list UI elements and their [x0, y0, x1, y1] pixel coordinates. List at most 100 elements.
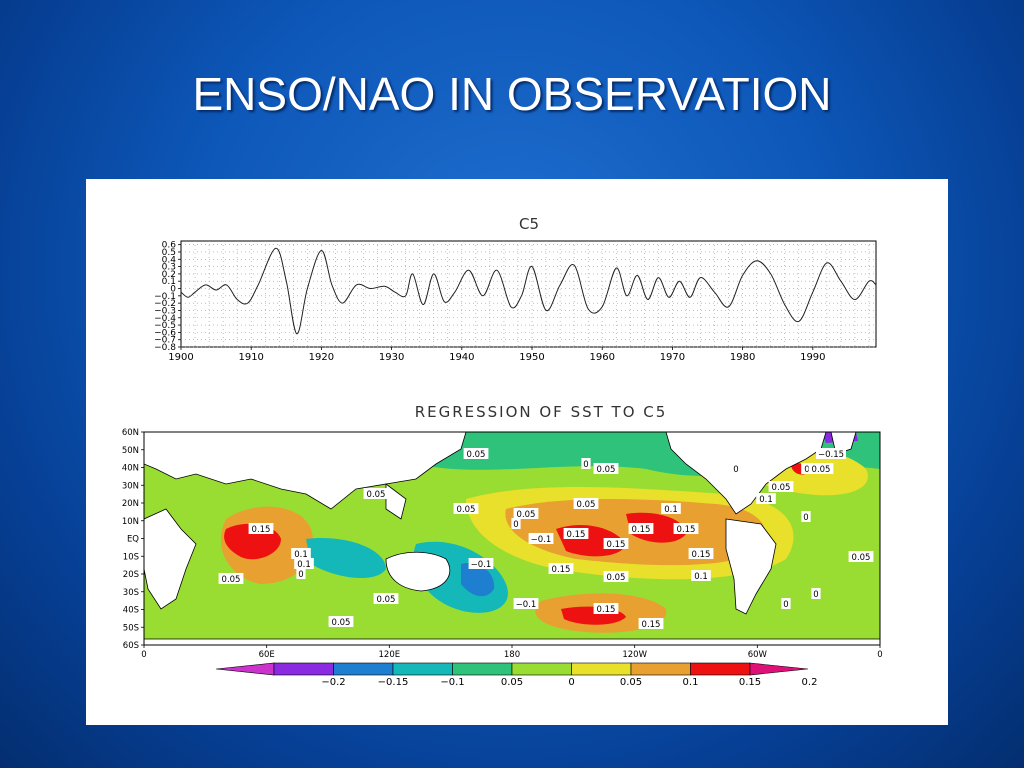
map-latitude-label: 60S [123, 641, 139, 651]
contour-label-text: 0 [513, 520, 518, 530]
contour-label: 0.05 [218, 573, 244, 585]
contour-label-text: 0.15 [642, 620, 661, 630]
line-chart-x-tick-label: 1950 [519, 352, 544, 363]
contour-label: −0.1 [528, 533, 554, 545]
line-chart-x-tick-label: 1930 [379, 352, 404, 363]
contour-label: 0.05 [463, 448, 489, 460]
contour-label: 0.05 [593, 463, 619, 475]
contour-label: 0.05 [768, 481, 794, 493]
contour-labels: 0.15 0.15 0.150.150.150.150.150.150.150.10… [218, 448, 874, 630]
contour-label-box [563, 528, 589, 539]
contour-label-text: 0 [583, 460, 588, 470]
colorbar-segment [511, 662, 572, 676]
contour-label-text: 0.15 [632, 525, 651, 535]
contour-label-text: −0.1 [516, 600, 537, 610]
line-chart-x-tick-label: 1990 [800, 352, 825, 363]
contour-label-text: 0.15 [677, 525, 696, 535]
contour-label: 0.1 [691, 570, 711, 582]
contour-label-box [291, 548, 311, 559]
contour-label: 0.15 [603, 538, 629, 550]
contour-label: 0.15 [563, 528, 589, 540]
contour-label-box [691, 570, 711, 581]
contour-label-box [513, 598, 539, 609]
contour-label: 0.05 [328, 616, 354, 628]
line-chart-x-tick-label: 1980 [730, 352, 755, 363]
land-australia [385, 551, 451, 592]
line-chart-title: C5 [519, 215, 539, 233]
line-chart-y-tick-label: 0.2 [162, 270, 176, 280]
line-chart-x-tick-label: 1960 [589, 352, 614, 363]
contour-label-box [548, 563, 574, 574]
contour-label: 0.05 [373, 593, 399, 605]
colorbar-segment [571, 662, 632, 676]
land-antarctica [144, 638, 880, 645]
contour-label-box [593, 463, 619, 474]
colorbar-label: 0.05 [620, 677, 642, 688]
contour-label-box [673, 523, 699, 534]
contour-label-box [781, 598, 791, 609]
slide-title: ENSO/NAO IN OBSERVATION [192, 68, 832, 120]
contour-label-text: 0 [298, 570, 303, 580]
contour-label-text: −0.15 [818, 450, 844, 460]
contour-label-box [468, 558, 494, 569]
contour-label: 0.05 [513, 508, 539, 520]
map-longitude-axis: 0 60E 120E 180 120W 60W 0 [141, 645, 883, 660]
map-latitude-label: 40N [122, 464, 139, 474]
land-africa [144, 508, 197, 610]
contour-label-text: 0.1 [759, 495, 773, 505]
map-title: REGRESSION OF SST TO C5 [415, 403, 668, 421]
line-chart-y-tick-label: 0.6 [162, 241, 177, 251]
contour-label: 0.05 [808, 463, 834, 475]
map-latitude-label: EQ [127, 535, 139, 545]
colorbar-segment [630, 662, 691, 676]
map-latitude-label: 40S [123, 606, 139, 616]
map-longitude-label: 120E [379, 650, 401, 660]
map-longitude-label: 60E [259, 650, 275, 660]
contour-label-box [638, 618, 664, 629]
line-chart-x-tick-label: 1920 [309, 352, 334, 363]
line-chart-y-tick-label: 0.4 [162, 255, 177, 265]
colorbar-label: 0.05 [501, 677, 523, 688]
contour-label-text: 0.05 [222, 575, 241, 585]
contour-label-text: 0.1 [297, 560, 311, 570]
contour-label-box [756, 493, 776, 504]
line-chart-y-tick-label: −0.7 [154, 336, 176, 346]
contour-label-box [513, 508, 539, 519]
contour-label-text: 0.05 [517, 510, 536, 520]
colorbar-labels: −0.2 −0.15 −0.1 0.05 0 0.05 0.1 0.15 0.2 [321, 677, 817, 688]
contour-label: 0 [296, 568, 306, 580]
contour-label-text: 0.15 [607, 540, 626, 550]
colorbar-segment [690, 662, 751, 676]
colorbar-segment [452, 662, 513, 676]
contour-label-text: 0.15 [692, 550, 711, 560]
contour-label: 0 [801, 511, 811, 523]
line-chart-grid [181, 241, 876, 348]
contour-label-box [593, 603, 619, 614]
contour-label: 0 [811, 588, 821, 600]
colorbar-label: 0.2 [802, 677, 818, 688]
map-longitude-label: 0 [877, 650, 882, 660]
contour-label-box [294, 558, 314, 569]
land-europe-asia [144, 432, 467, 510]
map-latitude-label: 20S [123, 570, 139, 580]
contour-label: 0.1 [294, 558, 314, 570]
c5-timeseries-chart: C5 0.60.50.40.30.20.10−0.1−0.2−0.3−0.4−0… [154, 215, 877, 363]
sst-fill-indian-cool [306, 538, 386, 579]
contour-label: 0.15 [548, 563, 574, 575]
colorbar-label: 0 [568, 677, 574, 688]
contour-label-text: 0.05 [377, 595, 396, 605]
contour-label-text: 0.05 [457, 505, 476, 515]
line-chart-y-tick-label: −0.3 [154, 306, 176, 316]
contour-label-box [463, 448, 489, 459]
contour-label-text: 0 [813, 590, 818, 600]
contour-label: 0.1 [291, 548, 311, 560]
contour-label: 0.05 [363, 488, 389, 500]
contour-label-text: 0.05 [597, 465, 616, 475]
map-colorbar [215, 662, 809, 676]
contour-label: 0.05 [573, 498, 599, 510]
contour-label-box [801, 511, 811, 522]
contour-label-box [848, 551, 874, 562]
contour-label-box [808, 463, 834, 474]
contour-label-text: 0.1 [664, 505, 678, 515]
figure-panel: C5 0.6 0.5 0.4 0.3 0.2 0.1 0 −0.1 −0.2 −0.3 −0.4 −0… [86, 179, 948, 725]
